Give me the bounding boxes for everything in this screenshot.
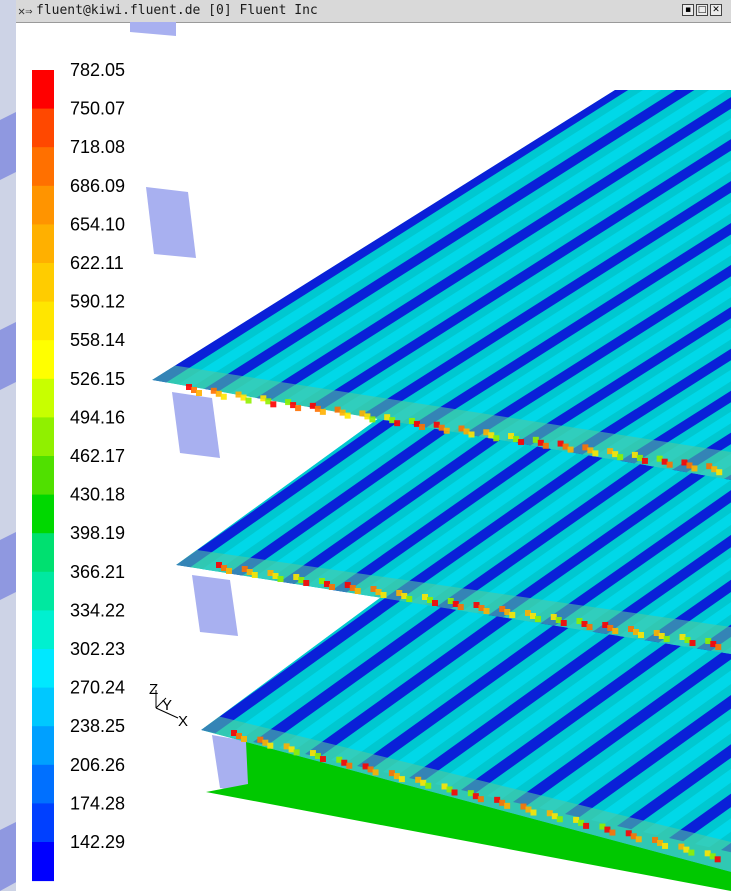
colorbar-label: 334.22 <box>70 600 125 620</box>
colorbar-swatch <box>32 610 54 650</box>
close-button[interactable]: ✕ <box>710 4 722 16</box>
axis-label-y: Y <box>162 697 172 714</box>
colorbar-swatch <box>32 842 54 882</box>
inlet-patch <box>172 392 220 458</box>
colorbar-label: 654.10 <box>70 214 125 234</box>
colorbar-label: 430.18 <box>70 485 125 505</box>
window-titlebar[interactable]: ✕⇒ fluent@kiwi.fluent.de [0] Fluent Inc … <box>16 0 731 23</box>
colorbar-swatch <box>32 494 54 534</box>
colorbar-label: 494.16 <box>70 407 125 427</box>
colorbar-label: 238.25 <box>70 716 125 736</box>
colorbar-label: 686.09 <box>70 176 125 196</box>
colorbar-label: 206.26 <box>70 755 125 775</box>
colorbar-label: 270.24 <box>70 678 125 698</box>
colorbar-swatch <box>32 687 54 727</box>
colorbar-label: 398.19 <box>70 523 125 543</box>
axis-label-x: X <box>178 713 188 730</box>
colorbar-swatch <box>32 726 54 766</box>
window-title: fluent@kiwi.fluent.de [0] Fluent Inc <box>36 3 318 18</box>
inlet-patch <box>212 735 254 794</box>
axis-triad: Z Y X <box>149 681 188 730</box>
colorbar-swatch <box>32 185 54 225</box>
colorbar-swatch <box>32 571 54 611</box>
temperature-plate-upper <box>152 90 731 480</box>
inlet-patch <box>130 22 176 36</box>
temperature-colorbar: 782.05 750.07 718.08 686.09 654.10 622.11 590.… <box>32 60 125 882</box>
colorbar-swatch <box>32 533 54 573</box>
minimize-button[interactable]: ▪ <box>682 4 694 16</box>
colorbar-label: 302.23 <box>70 639 125 659</box>
window-menu-icon[interactable]: ✕⇒ <box>18 4 33 18</box>
axis-label-z: Z <box>149 681 158 698</box>
colorbar-label: 526.15 <box>70 369 125 389</box>
inlet-patch <box>146 187 196 258</box>
colorbar-swatch <box>32 224 54 264</box>
colorbar-swatch <box>32 70 54 110</box>
colorbar-swatch <box>32 764 54 804</box>
colorbar-label: 462.17 <box>70 446 125 466</box>
colorbar-swatch <box>32 378 54 418</box>
colorbar-label: 174.28 <box>70 793 125 813</box>
colorbar-label: 718.08 <box>70 137 125 157</box>
colorbar-label: 558.14 <box>70 330 125 350</box>
maximize-button[interactable]: □ <box>696 4 708 16</box>
colorbar-swatch <box>32 340 54 380</box>
colorbar-swatch <box>32 263 54 303</box>
colorbar-label: 142.29 <box>70 832 125 852</box>
colorbar-label: 750.07 <box>70 99 125 119</box>
colorbar-label: 782.05 <box>70 60 125 80</box>
colorbar-label: 590.12 <box>70 292 125 312</box>
colorbar-swatch <box>32 301 54 341</box>
colorbar-swatch <box>32 456 54 496</box>
colorbar-swatch <box>32 417 54 457</box>
inlet-patch <box>192 575 238 636</box>
graphics-viewport[interactable]: 782.05 750.07 718.08 686.09 654.10 622.11 590.… <box>16 22 731 891</box>
colorbar-label: 366.21 <box>70 562 125 582</box>
colorbar-swatch <box>32 108 54 148</box>
colorbar-swatch <box>32 803 54 843</box>
colorbar-swatch <box>32 147 54 187</box>
colorbar-label: 622.11 <box>70 253 124 273</box>
colorbar-swatch <box>32 649 54 689</box>
